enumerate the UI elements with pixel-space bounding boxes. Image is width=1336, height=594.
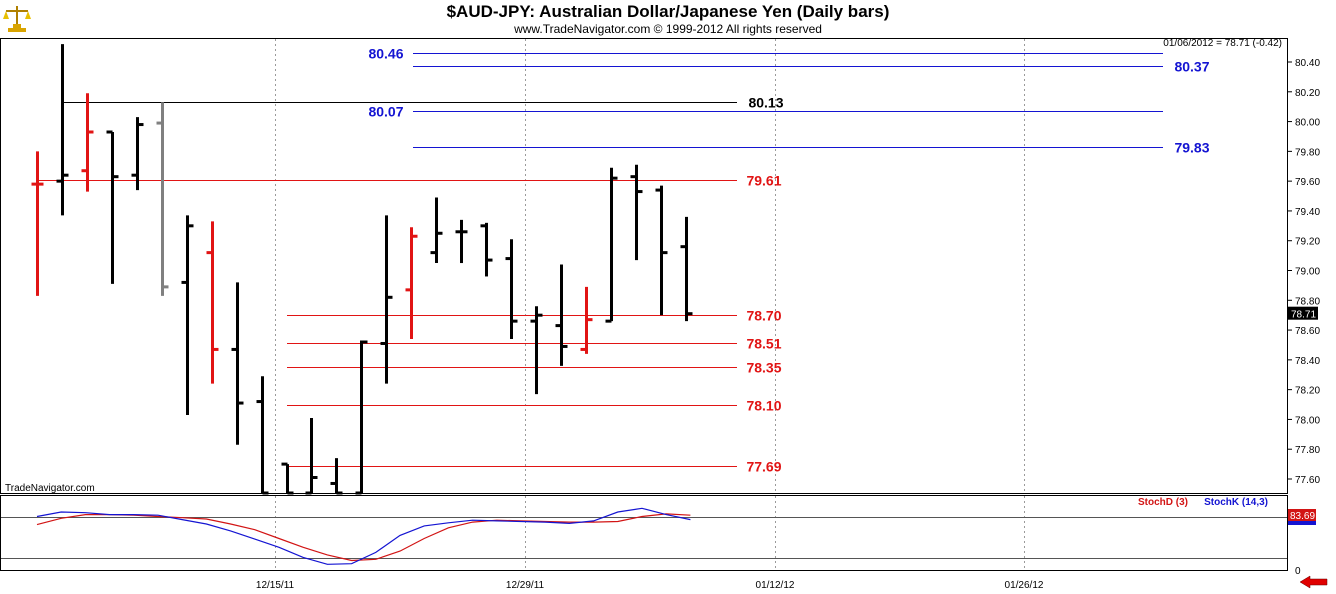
date-axis: 12/15/11 12/29/11 01/12/12 01/26/12 xyxy=(256,580,1044,591)
stoch-last-value-box-k xyxy=(1288,521,1316,525)
level-label: 78.51 xyxy=(746,336,781,352)
level-label: 78.35 xyxy=(746,360,781,376)
ohlc-bar xyxy=(480,222,493,277)
price-tick-label: 80.20 xyxy=(1295,88,1320,99)
ohlc-bar xyxy=(430,197,443,264)
ohlc-bar xyxy=(605,167,618,323)
ohlc-bar xyxy=(405,227,418,340)
ohlc-bars xyxy=(31,44,693,495)
watermark-text: TradeNavigator.com xyxy=(5,483,95,494)
price-axis: 80.40 80.20 80.00 79.80 79.60 79.40 79.20 79.00… xyxy=(1287,58,1320,486)
level-label: 78.70 xyxy=(746,308,781,324)
price-tick-label: 77.80 xyxy=(1295,445,1320,456)
stoch-axis-zero: 0 xyxy=(1295,566,1301,577)
level-label: 80.37 xyxy=(1174,59,1209,75)
ohlc-bar xyxy=(256,376,269,495)
last-price-badge xyxy=(1288,306,1318,320)
ohlc-bar xyxy=(505,239,518,340)
price-tick-label: 79.80 xyxy=(1295,147,1320,158)
ohlc-bar xyxy=(655,185,668,316)
date-tick-label: 01/26/12 xyxy=(1005,580,1044,591)
date-gridlines xyxy=(275,39,1025,493)
last-price-label: 78.71 xyxy=(1291,310,1316,321)
horizontal-levels: 80.46 80.37 80.13 80.07 79.83 79.61 78.70 78.51… xyxy=(37,46,1210,475)
last-quote-text: 01/06/2012 = 78.71 (-0.42) xyxy=(1163,38,1282,49)
price-panel: 80.46 80.37 80.13 80.07 79.83 79.61 78.70 78.51… xyxy=(0,38,1320,495)
price-tick-label: 80.40 xyxy=(1295,58,1320,69)
ohlc-bar xyxy=(206,221,219,384)
ohlc-bar xyxy=(530,306,543,395)
price-tick-label: 79.00 xyxy=(1295,267,1320,278)
ohlc-bar xyxy=(281,462,294,495)
date-tick-label: 12/15/11 xyxy=(256,580,295,591)
ohlc-bar xyxy=(680,216,693,322)
level-label: 79.61 xyxy=(746,173,781,189)
stoch-panel: StochD (3) StochK (14,3) 83.69 0 xyxy=(0,495,1316,577)
stochk-line xyxy=(36,507,691,565)
ohlc-bar xyxy=(56,44,69,216)
stoch-panel-frame xyxy=(0,495,1288,571)
ohlc-bar xyxy=(355,340,368,495)
level-label: 80.46 xyxy=(368,46,403,62)
ohlc-bar xyxy=(330,458,343,495)
ohlc-bar xyxy=(455,219,468,264)
ohlc-bar xyxy=(181,215,194,415)
price-tick-label: 80.00 xyxy=(1295,118,1320,129)
scroll-arrow-icon[interactable] xyxy=(1299,575,1328,589)
stochd-legend: StochD (3) xyxy=(1138,497,1188,508)
date-tick-label: 12/29/11 xyxy=(506,580,545,591)
price-tick-label: 79.20 xyxy=(1295,237,1320,248)
trade-navigator-logo-icon xyxy=(3,6,31,32)
ohlc-bar xyxy=(580,286,593,354)
level-label: 78.10 xyxy=(746,398,781,414)
ohlc-bar xyxy=(555,264,568,366)
stoch-last-value: 83.69 xyxy=(1290,511,1315,522)
price-tick-label: 78.60 xyxy=(1295,326,1320,337)
date-tick-label: 01/12/12 xyxy=(756,580,795,591)
ohlc-bar xyxy=(31,151,44,296)
ohlc-bar xyxy=(305,417,318,495)
stoch-last-value-box xyxy=(1288,509,1316,521)
price-tick-label: 79.40 xyxy=(1295,207,1320,218)
stochk-legend: StochK (14,3) xyxy=(1204,497,1268,508)
stoch-date-gridlines xyxy=(275,496,1025,570)
price-tick-label: 77.60 xyxy=(1295,475,1320,486)
ohlc-bar xyxy=(231,282,244,445)
price-tick-label: 78.80 xyxy=(1295,296,1320,307)
price-tick-label: 78.00 xyxy=(1295,415,1320,426)
page-subtitle: www.TradeNavigator.com © 1999-2012 All r… xyxy=(514,22,822,36)
level-label: 77.69 xyxy=(746,459,781,475)
level-label: 79.83 xyxy=(1174,140,1209,156)
level-label: 80.07 xyxy=(368,104,403,120)
ohlc-bar xyxy=(630,164,643,261)
ohlc-bar xyxy=(380,215,393,384)
ohlc-bar xyxy=(131,117,144,191)
ohlc-bar xyxy=(106,130,119,284)
ohlc-bar xyxy=(156,102,169,296)
price-panel-frame xyxy=(0,38,1288,494)
level-label: 80.13 xyxy=(748,95,783,111)
page-title: $AUD-JPY: Australian Dollar/Japanese Yen… xyxy=(446,2,890,21)
ohlc-bar xyxy=(81,93,94,192)
price-tick-label: 78.20 xyxy=(1295,386,1320,397)
price-tick-label: 78.40 xyxy=(1295,356,1320,367)
price-tick-label: 79.60 xyxy=(1295,177,1320,188)
